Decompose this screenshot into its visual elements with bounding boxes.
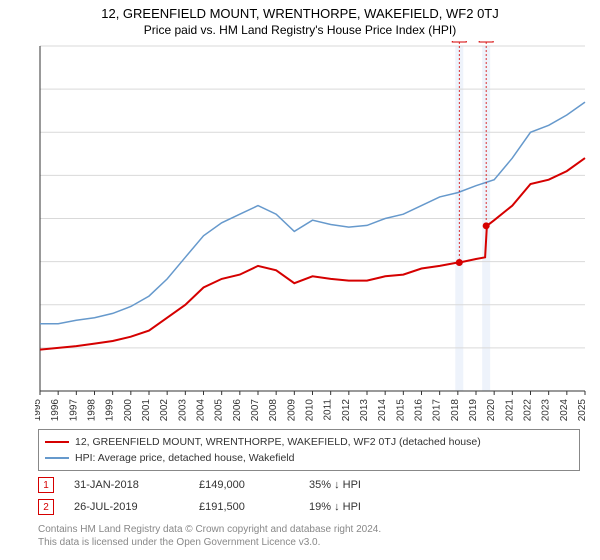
svg-text:2009: 2009 bbox=[286, 399, 297, 421]
footnote-line: This data is licensed under the Open Gov… bbox=[38, 536, 580, 549]
legend-row-hpi: HPI: Average price, detached house, Wake… bbox=[45, 450, 573, 466]
sale-pct: 35% ↓ HPI bbox=[309, 479, 419, 491]
svg-text:2002: 2002 bbox=[159, 399, 170, 421]
legend-label-property: 12, GREENFIELD MOUNT, WRENTHORPE, WAKEFI… bbox=[75, 434, 481, 450]
sale-marker-badge: 1 bbox=[38, 477, 54, 493]
footnote: Contains HM Land Registry data © Crown c… bbox=[38, 523, 580, 549]
svg-text:2016: 2016 bbox=[414, 399, 425, 421]
sale-date: 31-JAN-2018 bbox=[74, 479, 189, 491]
svg-text:1998: 1998 bbox=[87, 399, 98, 421]
svg-text:2010: 2010 bbox=[305, 399, 316, 421]
svg-text:2006: 2006 bbox=[232, 399, 243, 421]
legend-box: 12, GREENFIELD MOUNT, WRENTHORPE, WAKEFI… bbox=[38, 429, 580, 471]
svg-text:2018: 2018 bbox=[450, 399, 461, 421]
legend-swatch-hpi bbox=[45, 457, 69, 459]
svg-text:2014: 2014 bbox=[377, 399, 388, 421]
sale-price: £191,500 bbox=[199, 501, 299, 513]
svg-text:2013: 2013 bbox=[359, 399, 370, 421]
svg-text:2015: 2015 bbox=[395, 399, 406, 421]
svg-text:2: 2 bbox=[483, 41, 489, 42]
svg-text:2019: 2019 bbox=[468, 399, 479, 421]
chart-area: £0£50K£100K£150K£200K£250K£300K£350K£400… bbox=[35, 41, 595, 421]
sale-marker-badge: 2 bbox=[38, 499, 54, 515]
sale-price: £149,000 bbox=[199, 479, 299, 491]
chart-subtitle: Price paid vs. HM Land Registry's House … bbox=[0, 21, 600, 41]
sale-date: 26-JUL-2019 bbox=[74, 501, 189, 513]
chart-container: 12, GREENFIELD MOUNT, WRENTHORPE, WAKEFI… bbox=[0, 0, 600, 560]
svg-text:2005: 2005 bbox=[214, 399, 225, 421]
svg-text:2003: 2003 bbox=[177, 399, 188, 421]
svg-text:2001: 2001 bbox=[141, 399, 152, 421]
svg-text:2025: 2025 bbox=[577, 399, 588, 421]
sale-row: 2 26-JUL-2019 £191,500 19% ↓ HPI bbox=[38, 499, 580, 515]
svg-text:2023: 2023 bbox=[541, 399, 552, 421]
sale-pct: 19% ↓ HPI bbox=[309, 501, 419, 513]
svg-text:2021: 2021 bbox=[504, 399, 515, 421]
svg-text:2011: 2011 bbox=[323, 399, 334, 421]
svg-text:2008: 2008 bbox=[268, 399, 279, 421]
svg-text:2022: 2022 bbox=[523, 399, 534, 421]
sale-row: 1 31-JAN-2018 £149,000 35% ↓ HPI bbox=[38, 477, 580, 493]
svg-text:2024: 2024 bbox=[559, 399, 570, 421]
svg-text:2000: 2000 bbox=[123, 399, 134, 421]
svg-text:1: 1 bbox=[457, 41, 463, 42]
svg-text:1996: 1996 bbox=[50, 399, 61, 421]
svg-text:2007: 2007 bbox=[250, 399, 261, 421]
svg-text:1995: 1995 bbox=[35, 399, 43, 421]
legend-swatch-property bbox=[45, 441, 69, 444]
svg-text:2017: 2017 bbox=[432, 399, 443, 421]
svg-text:2004: 2004 bbox=[196, 399, 207, 421]
legend-row-property: 12, GREENFIELD MOUNT, WRENTHORPE, WAKEFI… bbox=[45, 434, 573, 450]
svg-text:2012: 2012 bbox=[341, 399, 352, 421]
svg-text:1999: 1999 bbox=[105, 399, 116, 421]
svg-text:2020: 2020 bbox=[486, 399, 497, 421]
chart-title: 12, GREENFIELD MOUNT, WRENTHORPE, WAKEFI… bbox=[0, 0, 600, 21]
footnote-line: Contains HM Land Registry data © Crown c… bbox=[38, 523, 580, 536]
svg-text:1997: 1997 bbox=[68, 399, 79, 421]
chart-svg: £0£50K£100K£150K£200K£250K£300K£350K£400… bbox=[35, 41, 595, 421]
legend-label-hpi: HPI: Average price, detached house, Wake… bbox=[75, 450, 294, 466]
